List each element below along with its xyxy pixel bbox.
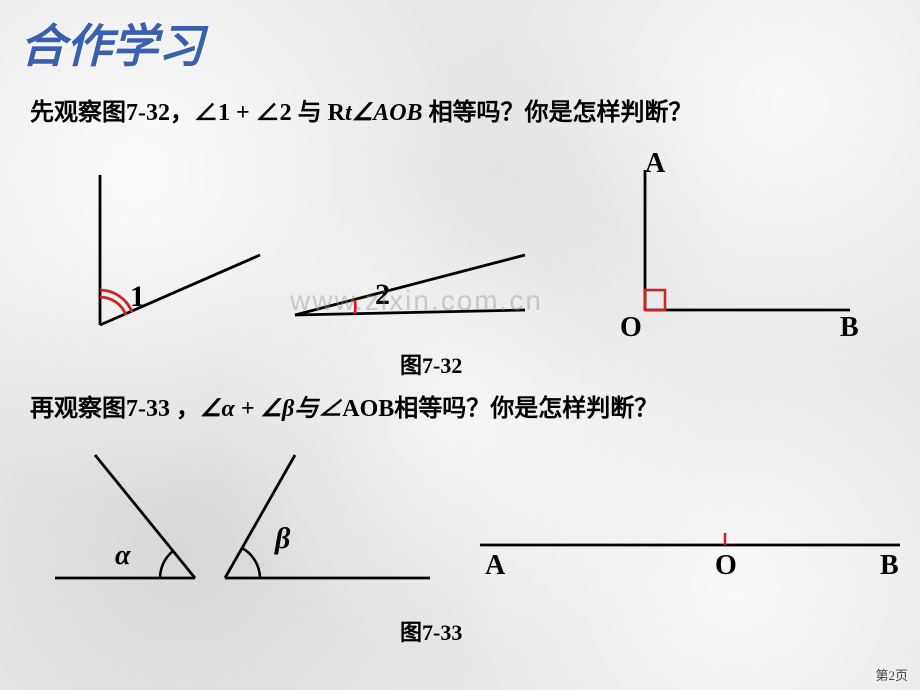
question-2: 再观察图7-33 ，∠α + ∠β与∠AOB相等吗 ？你是怎样判断？	[30, 388, 658, 423]
q1-pre: 先观察图7-32，	[30, 100, 194, 126]
watermark-text: www.zixin.com.cn	[290, 285, 543, 317]
section-title: 合作学习	[20, 10, 204, 76]
label-B2: B	[880, 550, 899, 582]
q1-expr: ∠1 + ∠2 与 R	[194, 100, 345, 126]
label-angle-1: 1	[130, 280, 145, 314]
q2-qmark: ？	[466, 396, 490, 422]
label-B: B	[840, 312, 859, 344]
label-beta: β	[275, 522, 290, 556]
figure-angle-1	[70, 165, 270, 335]
figure-7-33-label: 图7-33	[400, 615, 462, 647]
figure-right-angle-aob	[605, 155, 865, 330]
question-1: 先观察图7-32，∠1 + ∠2 与 Rt∠AOB 相等吗？你是怎样判断？	[30, 92, 693, 127]
figure-7-32-label: 图7-32	[400, 348, 462, 380]
figure-angle-beta	[215, 440, 445, 590]
q1-angle: ∠AOB	[352, 100, 423, 126]
q2-post: 你是怎样判断？	[490, 396, 658, 422]
q2-pre: 再观察图7-33 ，	[30, 396, 200, 422]
q2-aob: AOB	[342, 396, 394, 422]
label-A: A	[645, 148, 665, 180]
label-O2: O	[715, 550, 737, 582]
q1-post: 相等吗？你是怎样判断？	[423, 100, 693, 126]
q2-expr: ∠α + ∠β与∠	[200, 396, 342, 422]
label-A2: A	[485, 550, 505, 582]
q2-mid: 相等吗	[394, 396, 472, 422]
page-number: 第2页	[875, 665, 908, 684]
q1-it: t	[345, 100, 352, 126]
label-O: O	[620, 312, 642, 344]
figure-straight-aob	[470, 505, 910, 585]
label-alpha: α	[115, 540, 131, 572]
